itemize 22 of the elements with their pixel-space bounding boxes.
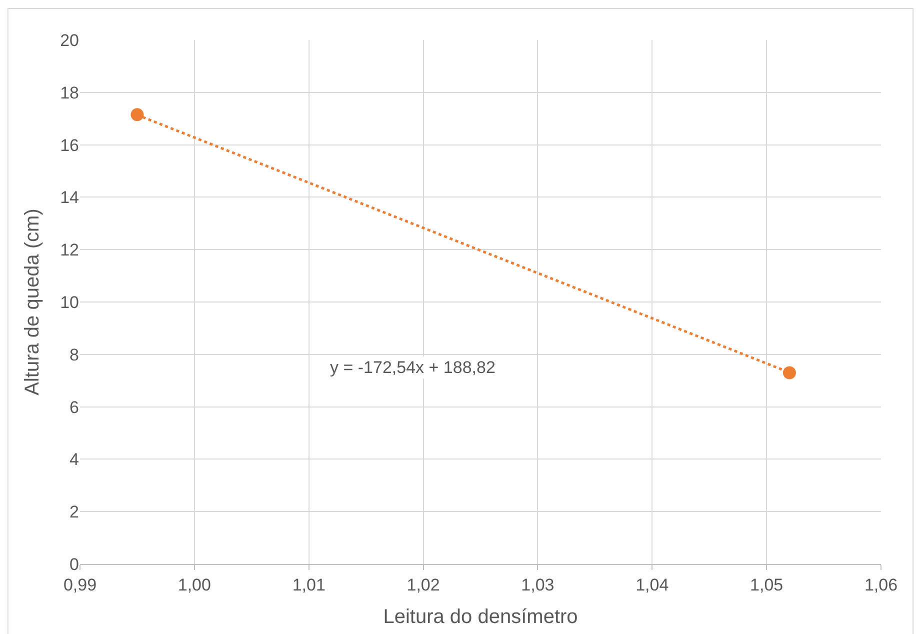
y-tick-label: 2 <box>70 502 79 522</box>
y-axis-title: Altura de queda (cm) <box>22 208 44 396</box>
x-tick-label: 1,05 <box>750 575 784 594</box>
x-tick-label: 1,03 <box>521 575 554 594</box>
x-axis-title: Leitura do densímetro <box>383 606 578 628</box>
y-tick-label: 4 <box>70 450 79 470</box>
x-tick-label: 1,01 <box>292 575 326 594</box>
y-tick-label: 12 <box>60 240 79 260</box>
y-tick-label: 18 <box>60 83 79 102</box>
y-tick-label: 14 <box>60 188 79 208</box>
y-tick-label: 20 <box>60 30 79 50</box>
x-tick-label: 1,02 <box>406 575 440 594</box>
annotation: y = -172,54x + 188,82 <box>330 358 496 377</box>
y-tick-label: 10 <box>60 292 79 312</box>
y-tick-label: 0 <box>70 554 79 574</box>
x-tick-label: 1,00 <box>178 575 211 594</box>
y-tick-label: 8 <box>70 345 79 364</box>
y-tick-label: 16 <box>60 136 79 155</box>
y-tick-label: 6 <box>70 398 79 417</box>
x-tick-label: 1,06 <box>864 575 898 594</box>
x-tick-label: 1,04 <box>636 575 669 594</box>
x-tick-label: 0,99 <box>63 575 97 594</box>
